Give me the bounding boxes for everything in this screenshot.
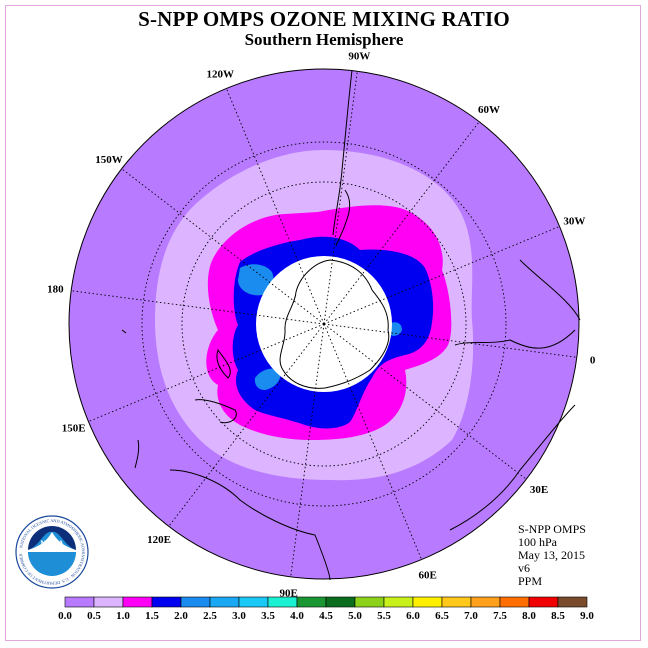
info-instrument: S-NPP OMPS (518, 522, 586, 536)
legend-tick-label: 5.5 (377, 610, 391, 622)
legend-swatch (122, 596, 153, 608)
lon-label: 150E (62, 423, 86, 435)
parallel-circle (141, 141, 507, 507)
meridian-line (290, 323, 325, 577)
meridian-line (323, 323, 423, 560)
legend-tick-label: 2.5 (203, 610, 217, 622)
logo-text: NOAA (40, 539, 64, 548)
meridian-line (323, 121, 480, 325)
info-version: v6 (518, 561, 530, 575)
lon-label: 60W (478, 104, 500, 116)
pole-marker (322, 322, 326, 326)
legend-tick-label: 3.0 (232, 610, 246, 622)
coastlines (121, 69, 581, 581)
continent-coastline (454, 329, 576, 349)
lon-label: 30W (563, 215, 585, 227)
legend-swatch (325, 596, 356, 608)
legend-tick-label: 6.5 (435, 610, 449, 622)
legend-tick-label: 0.0 (58, 610, 72, 622)
continent-coastline (216, 348, 231, 379)
meridian-line (323, 71, 358, 325)
legend-swatch (499, 596, 530, 608)
legend-swatch (209, 596, 240, 608)
band-2.0-2.5-b (254, 368, 281, 390)
legend-swatch (238, 596, 269, 608)
lon-label: 0 (590, 354, 596, 366)
continent-coastline (332, 69, 353, 236)
legend-swatch (180, 596, 211, 608)
meridian-line (71, 290, 325, 325)
continent-coastline (449, 404, 576, 531)
legend-tick-label: 8.5 (551, 610, 565, 622)
legend-tick-label: 4.0 (290, 610, 304, 622)
legend-tick-label: 8.0 (522, 610, 536, 622)
antarctica-coastline (279, 259, 390, 389)
lon-label: 120E (147, 534, 171, 546)
lon-label: 60E (419, 569, 437, 581)
legend-swatch (151, 596, 182, 608)
legend-tick-label: 9.0 (580, 610, 594, 622)
legend-swatch (64, 596, 95, 608)
legend-tick-label: 7.0 (464, 610, 478, 622)
longitude-labels: 0 30E 60E 90E 120E 150E 180 150W 120W 90W 60W 30W (47, 50, 596, 599)
legend-tick-label: 0.5 (87, 610, 101, 622)
legend-swatch (383, 596, 414, 608)
meridian-line (121, 168, 325, 325)
parallel-circle (181, 181, 467, 467)
legend-swatch (354, 596, 385, 608)
legend-tick-label: 1.0 (116, 610, 130, 622)
legend-tick-label: 3.5 (261, 610, 275, 622)
meridian-line (323, 323, 527, 480)
map-title: S-NPP OMPS OZONE MIXING RATIO (138, 7, 510, 31)
lon-label: 120W (207, 69, 235, 81)
graticule (71, 71, 577, 577)
meridian-line (225, 88, 325, 325)
legend-swatch (93, 596, 124, 608)
lon-label: 30E (530, 484, 548, 496)
legend-swatch (528, 596, 559, 608)
lon-label: 90E (279, 588, 297, 600)
color-legend: 0.0 0.5 1.0 1.5 2.0 2.5 3.0 3.5 4.0 4.5 5.0 5.5 6.0 6… (58, 596, 594, 622)
map-subtitle: Southern Hemisphere (244, 30, 404, 49)
product-info: S-NPP OMPS 100 hPa May 13, 2015 v6 PPM (518, 523, 586, 588)
legend-tick-label: 7.5 (493, 610, 507, 622)
legend-swatch (441, 596, 472, 608)
info-units: PPM (518, 574, 543, 588)
legend-tick-label: 1.5 (145, 610, 159, 622)
lon-label: 150W (95, 154, 123, 166)
band-2.0-2.5-a (238, 264, 274, 296)
legend-tick-label: 6.0 (406, 610, 420, 622)
legend-tick-label: 2.0 (174, 610, 188, 622)
continent-coastline (194, 399, 237, 424)
continent-coastline (169, 469, 331, 581)
continent-coastline (335, 189, 351, 247)
lon-label: 180 (47, 284, 64, 296)
continent-coastline (134, 439, 140, 469)
legend-tick-label: 5.0 (348, 610, 362, 622)
legend-swatch (470, 596, 501, 608)
meridian-line (88, 323, 325, 423)
meridian-line (323, 225, 560, 325)
continent-coastline (519, 259, 581, 321)
legend-tick-label: 4.5 (319, 610, 333, 622)
legend-swatch (557, 596, 588, 608)
map-boundary (68, 68, 580, 580)
continent-coastline (121, 329, 127, 334)
info-level: 100 hPa (518, 535, 557, 549)
legend-swatch (296, 596, 327, 608)
legend-swatch (412, 596, 443, 608)
meridian-line (168, 323, 325, 527)
info-date: May 13, 2015 (518, 548, 585, 562)
legend-swatch (267, 596, 298, 608)
noaa-logo: NOAA NATIONAL OCEANIC AND ATMOSPHERIC AD… (15, 515, 89, 589)
figure-border (5, 5, 641, 641)
meridian-line (323, 323, 577, 358)
lon-label: 90W (348, 50, 370, 62)
